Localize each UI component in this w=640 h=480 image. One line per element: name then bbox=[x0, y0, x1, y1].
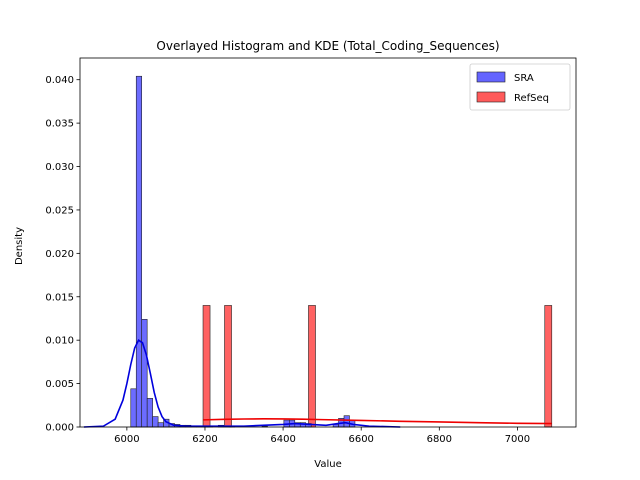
x-tick-label-5: 7000 bbox=[505, 434, 530, 445]
bar-sra-2 bbox=[141, 319, 148, 428]
y-tick-label-0: 0.000 bbox=[45, 423, 74, 434]
bar-sra-25 bbox=[343, 415, 350, 428]
x-tick-label-3: 6600 bbox=[348, 434, 373, 445]
y-axis-label: Density bbox=[14, 227, 25, 265]
legend-swatch-refseq bbox=[476, 91, 506, 103]
kde-line-sra bbox=[83, 339, 401, 428]
plot-frame bbox=[79, 57, 577, 428]
bar-refseq-1 bbox=[224, 305, 232, 428]
legend: SRA RefSeq bbox=[469, 63, 571, 111]
bar-refseq-3 bbox=[544, 305, 553, 428]
y-tick-label-5: 0.025 bbox=[45, 205, 74, 216]
y-tick-label-2: 0.010 bbox=[45, 336, 74, 347]
bar-sra-4 bbox=[152, 416, 159, 428]
x-tick-label-0: 6000 bbox=[114, 434, 139, 445]
y-tick-label-6: 0.030 bbox=[45, 162, 74, 173]
bar-sra-5 bbox=[157, 422, 164, 428]
y-tick-label-8: 0.040 bbox=[45, 75, 74, 86]
y-tick-label-3: 0.015 bbox=[45, 292, 74, 303]
bar-refseq-2 bbox=[308, 305, 316, 428]
chart-title: Overlayed Histogram and KDE (Total_Codin… bbox=[156, 39, 499, 53]
kde-curves bbox=[83, 339, 552, 428]
x-tick-label-4: 6800 bbox=[427, 434, 452, 445]
bar-sra-1 bbox=[135, 75, 143, 428]
x-tick-label-2: 6400 bbox=[270, 434, 295, 445]
legend-swatch-sra bbox=[476, 71, 506, 83]
bar-sra-3 bbox=[146, 398, 153, 428]
legend-label-sra: SRA bbox=[514, 73, 534, 84]
bar-refseq-0 bbox=[202, 305, 211, 428]
x-tick-label-1: 6200 bbox=[192, 434, 217, 445]
y-tick-label-1: 0.005 bbox=[45, 379, 74, 390]
y-tick-label-4: 0.020 bbox=[45, 249, 74, 260]
axes: 6000 6200 6400 6600 6800 7000 0.000 0.005 0.010 0… bbox=[45, 57, 577, 445]
bar-sra-0 bbox=[130, 388, 137, 428]
kde-line-refseq bbox=[203, 418, 552, 425]
x-axis-label: Value bbox=[314, 459, 341, 470]
legend-label-refseq: RefSeq bbox=[514, 93, 549, 104]
y-tick-label-7: 0.035 bbox=[45, 119, 74, 130]
